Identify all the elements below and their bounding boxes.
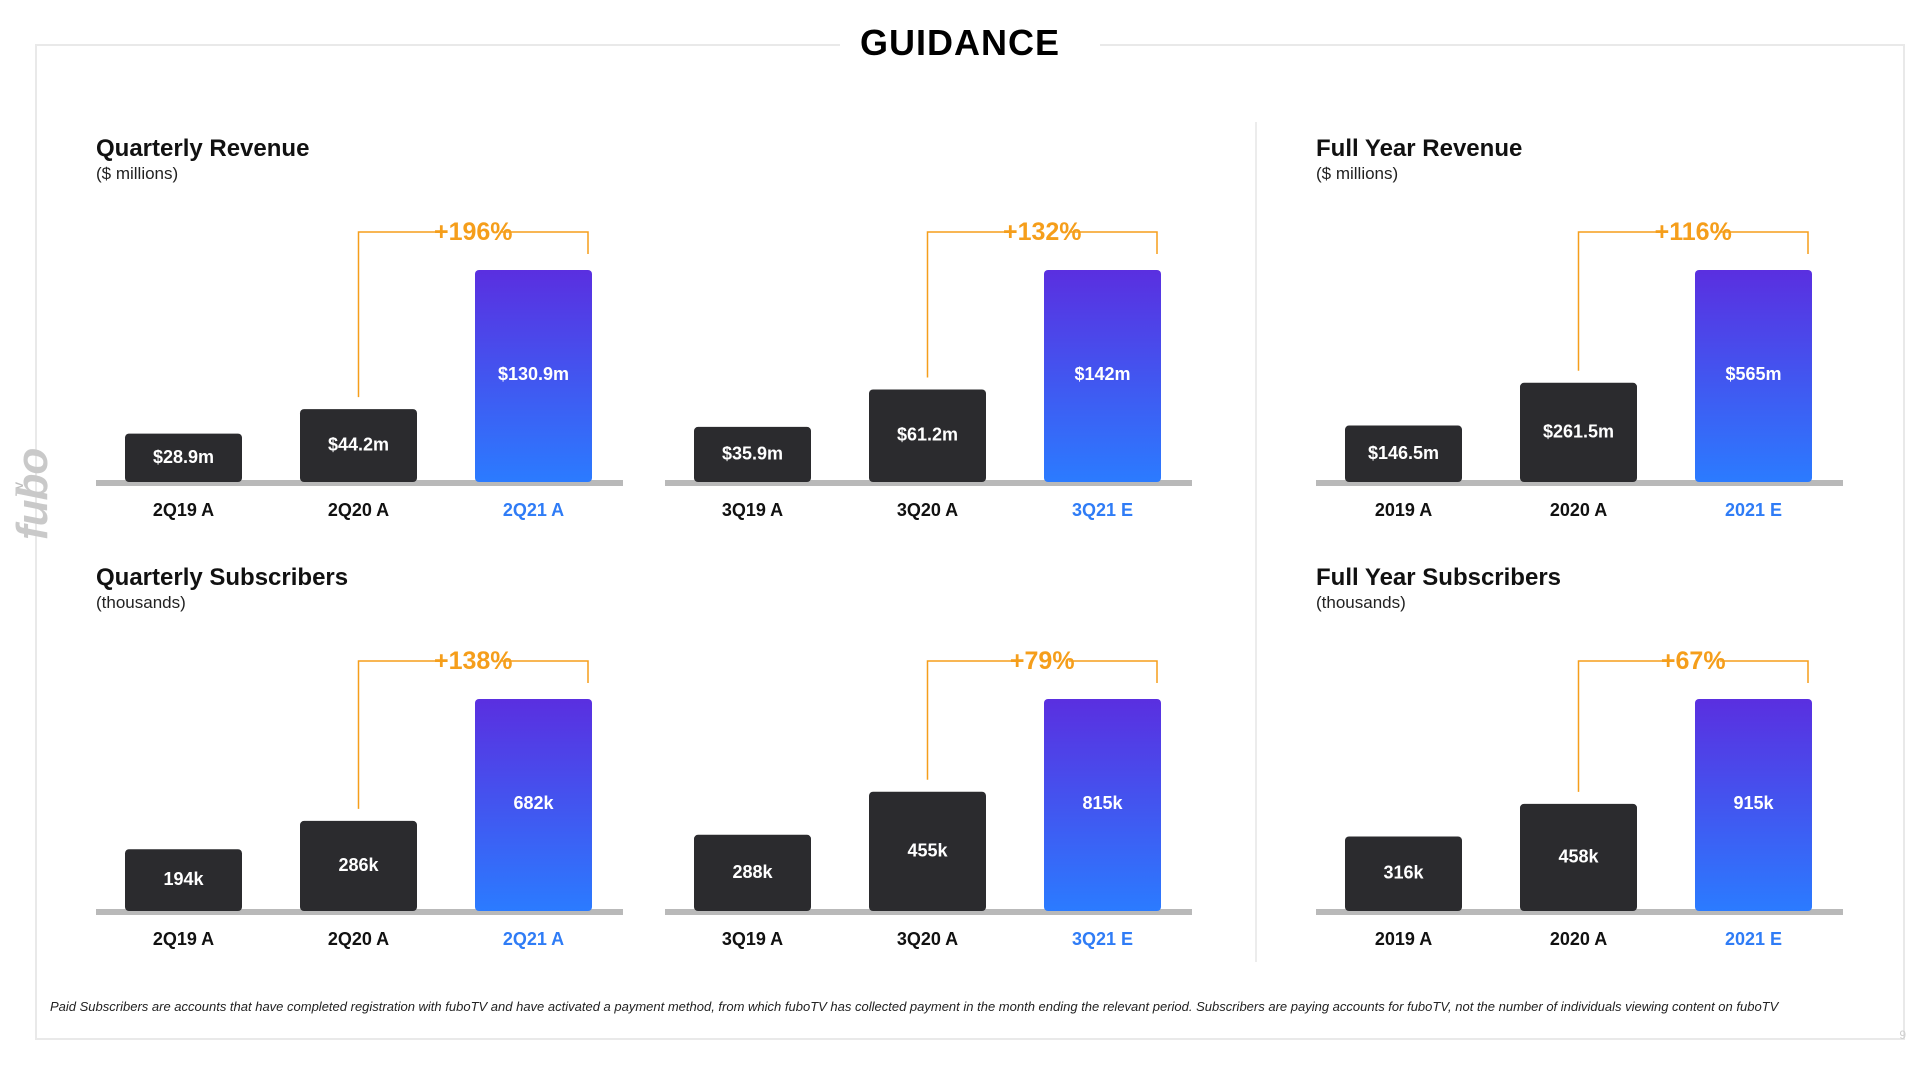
section-subtitle-full-year-revenue: ($ millions)	[1316, 164, 1399, 183]
fubo-logo: fubo	[8, 448, 57, 540]
section-title-quarterly-revenue: Quarterly Revenue	[96, 135, 310, 162]
chart-4-baseline	[665, 909, 1192, 915]
section-subtitle-quarterly-subscribers: (thousands)	[96, 593, 186, 612]
chart-5-baseline	[1316, 909, 1843, 915]
chart-2-data-label-1: $261.5m	[1543, 421, 1614, 441]
footnote: Paid Subscribers are accounts that have …	[50, 999, 1779, 1014]
section-title-full-year-subscribers: Full Year Subscribers	[1316, 564, 1562, 591]
chart-2-baseline	[1316, 480, 1843, 486]
chart-5-data-label-2: 915k	[1733, 793, 1774, 813]
chart-3-growth-label: +138%	[434, 647, 513, 675]
chart-1-bar-2	[1044, 270, 1161, 482]
chart-0-baseline	[96, 480, 623, 486]
chart-0-data-label-0: $28.9m	[153, 447, 214, 467]
section-subtitle-full-year-subscribers: (thousands)	[1316, 593, 1406, 612]
chart-1-tick-label-0: 3Q19 A	[722, 500, 783, 520]
chart-0-data-label-1: $44.2m	[328, 435, 389, 455]
chart-0-bar-0	[125, 433, 242, 482]
chart-0-bracket-right	[500, 231, 589, 254]
section-subtitle-quarterly-revenue: ($ millions)	[96, 164, 179, 183]
chart-3-data-label-2: 682k	[513, 793, 554, 813]
section-title-quarterly-subscribers: Quarterly Subscribers	[96, 564, 349, 591]
chart-5-tick-label-0: 2019 A	[1375, 929, 1432, 949]
chart-5-bar-0	[1345, 836, 1462, 911]
chart-0-bar-1	[300, 409, 417, 482]
chart-3-bar-2	[475, 699, 592, 911]
chart-4-data-label-0: 288k	[732, 862, 773, 882]
chart-0-data-label-2: $130.9m	[498, 364, 569, 384]
chart-4-bracket-left	[926, 660, 1016, 780]
frame-top-left	[35, 44, 840, 46]
chart-3-bracket-right	[500, 660, 589, 683]
chart-4-growth-label: +79%	[1010, 647, 1075, 675]
chart-2-bracket-left	[1577, 231, 1667, 371]
frame-bottom	[35, 1038, 1905, 1040]
chart-2-bar-0	[1345, 425, 1462, 482]
chart-4-tick-label-2: 3Q21 E	[1072, 929, 1133, 949]
page-title: GUIDANCE	[859, 22, 1060, 63]
frame-left	[35, 44, 37, 1040]
chart-5-bracket-left	[1577, 660, 1667, 792]
chart-3-data-label-1: 286k	[338, 855, 379, 875]
chart-5-bracket-right	[1720, 660, 1809, 683]
chart-2-bar-1	[1520, 382, 1637, 482]
chart-5-bar-1	[1520, 803, 1637, 911]
chart-5-growth-label: +67%	[1661, 647, 1726, 675]
chart-2-growth-label: +116%	[1655, 218, 1732, 246]
frame-right	[1903, 44, 1905, 1040]
chart-3-tick-label-0: 2Q19 A	[153, 929, 214, 949]
chart-3-bracket-left	[357, 660, 447, 809]
chart-1-tick-label-1: 3Q20 A	[897, 500, 958, 520]
chart-0-bar-2	[475, 270, 592, 482]
chart-4-data-label-2: 815k	[1082, 793, 1123, 813]
chart-2-tick-label-2: 2021 E	[1725, 500, 1782, 520]
chart-0-tick-label-2: 2Q21 A	[503, 500, 564, 520]
page-number: 9	[1899, 1028, 1906, 1042]
chart-3-bar-0	[125, 849, 242, 911]
chart-4-data-label-1: 455k	[907, 840, 948, 860]
chart-5-data-label-0: 316k	[1383, 863, 1424, 883]
chart-1-bracket-right	[1069, 231, 1158, 254]
chart-4-tick-label-1: 3Q20 A	[897, 929, 958, 949]
chart-4-bar-1	[869, 791, 986, 911]
chart-1-data-label-2: $142m	[1074, 364, 1130, 384]
chart-5-tick-label-1: 2020 A	[1550, 929, 1607, 949]
chart-2-tick-label-0: 2019 A	[1375, 500, 1432, 520]
chart-3-tick-label-1: 2Q20 A	[328, 929, 389, 949]
chart-4-bar-2	[1044, 699, 1161, 911]
chart-1-data-label-0: $35.9m	[722, 443, 783, 463]
chart-0-growth-label: +196%	[434, 218, 513, 246]
chart-1-bracket-left	[926, 231, 1016, 378]
chart-1-baseline	[665, 480, 1192, 486]
chart-2-bar-2	[1695, 270, 1812, 482]
chart-0-bracket-left	[357, 231, 447, 398]
section-title-full-year-revenue: Full Year Revenue	[1316, 135, 1523, 162]
chart-1-growth-label: +132%	[1003, 218, 1082, 246]
chart-1-data-label-1: $61.2m	[897, 425, 958, 445]
chart-3-bar-1	[300, 820, 417, 911]
chart-3-baseline	[96, 909, 623, 915]
chart-2-data-label-2: $565m	[1725, 364, 1781, 384]
chart-0-tick-label-0: 2Q19 A	[153, 500, 214, 520]
chart-1-bar-1	[869, 389, 986, 482]
chart-3-tick-label-2: 2Q21 A	[503, 929, 564, 949]
chart-4-tick-label-0: 3Q19 A	[722, 929, 783, 949]
chart-1-tick-label-2: 3Q21 E	[1072, 500, 1133, 520]
chart-5-bar-2	[1695, 699, 1812, 911]
chart-5-data-label-1: 458k	[1558, 846, 1599, 866]
chart-3-data-label-0: 194k	[163, 869, 204, 889]
vertical-divider	[1255, 122, 1257, 962]
chart-4-bar-0	[694, 834, 811, 911]
chart-2-bracket-right	[1720, 231, 1809, 254]
chart-2-data-label-0: $146.5m	[1368, 443, 1439, 463]
frame-top-right	[1100, 44, 1905, 46]
chart-4-bracket-right	[1069, 660, 1158, 683]
chart-5-tick-label-2: 2021 E	[1725, 929, 1782, 949]
chart-0-tick-label-1: 2Q20 A	[328, 500, 389, 520]
title-mask	[840, 30, 1100, 60]
chart-2-tick-label-1: 2020 A	[1550, 500, 1607, 520]
chart-1-bar-0	[694, 426, 811, 482]
